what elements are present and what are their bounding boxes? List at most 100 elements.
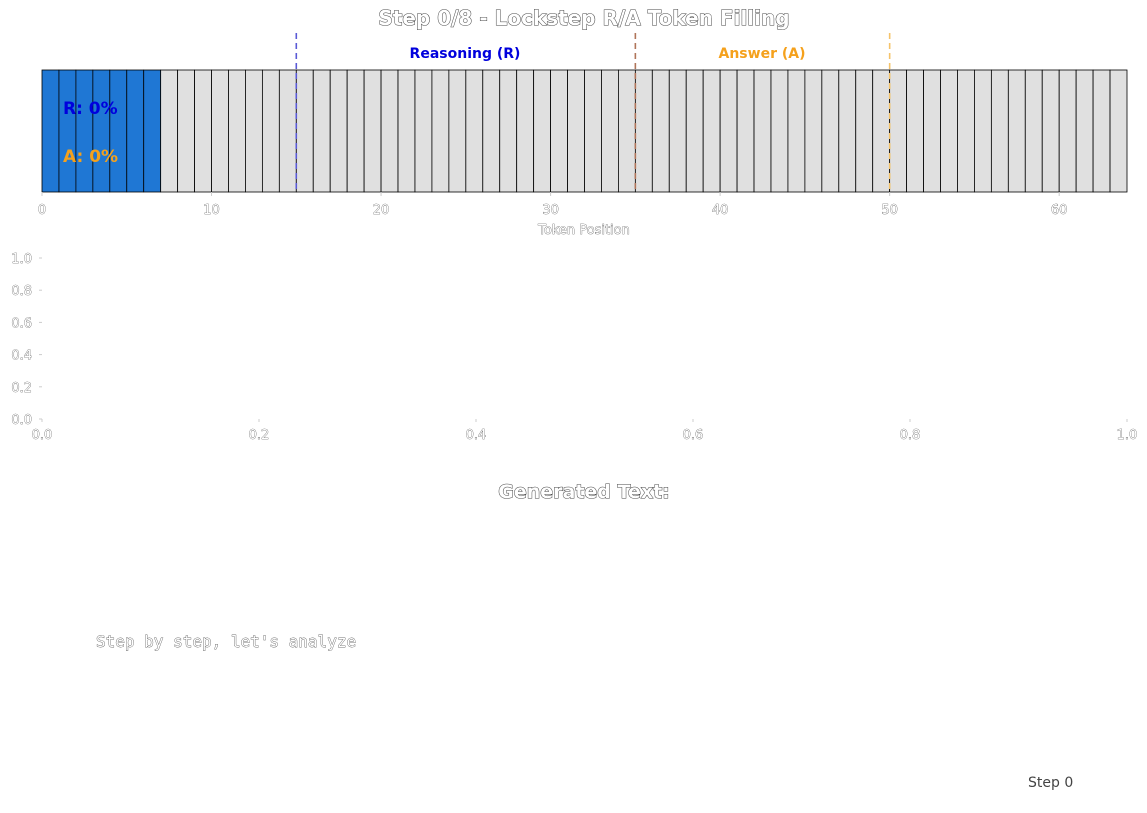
token-cell-empty bbox=[177, 69, 195, 193]
token-cell-empty bbox=[1041, 69, 1060, 193]
token-cell-empty bbox=[923, 69, 941, 193]
token-bar-panel: Reasoning (R) Answer (A) R: 0% A: 0% 0 10… bbox=[38, 33, 1128, 238]
token-cell-empty bbox=[194, 69, 212, 193]
token-cell-empty bbox=[448, 69, 467, 193]
empty-y-tick-label: 1.0 bbox=[11, 252, 32, 267]
token-cell-empty bbox=[363, 69, 382, 193]
token-cell-empty bbox=[380, 69, 399, 193]
empty-x-tick-label: 0.6 bbox=[683, 428, 704, 443]
token-cell-filled bbox=[58, 69, 77, 193]
token-cell-empty bbox=[1075, 69, 1094, 193]
empty-y-tick-label: 0.4 bbox=[11, 349, 32, 364]
empty-axes-panel: 0.0 0.2 0.4 0.6 0.8 1.0 0.0 0.2 0.4 0.6 0.8 1.0 bbox=[11, 252, 1138, 444]
token-cell-empty bbox=[584, 69, 602, 193]
token-cell-empty bbox=[567, 69, 585, 193]
token-cell-empty bbox=[1058, 69, 1077, 193]
token-cell-empty bbox=[329, 69, 348, 193]
token-cell-empty bbox=[499, 69, 518, 193]
token-cell-empty bbox=[990, 69, 1009, 193]
token-cell-empty bbox=[211, 69, 229, 193]
reasoning-region-label: Reasoning (R) bbox=[410, 46, 521, 62]
region-markers bbox=[295, 33, 891, 192]
empty-x-axis-ticks: 0.0 0.2 0.4 0.6 0.8 1.0 bbox=[31, 419, 1138, 443]
token-cell-empty bbox=[533, 69, 551, 193]
token-cell-filled bbox=[109, 69, 128, 193]
generated-text-title: Generated Text: bbox=[498, 481, 670, 503]
figure-title: Step 0/8 - Lockstep R/A Token Filling bbox=[378, 6, 789, 30]
token-x-axis-ticks: 0 10 20 30 40 50 60 bbox=[38, 192, 1068, 218]
token-cell-empty bbox=[668, 69, 687, 193]
empty-y-tick-label: 0.8 bbox=[11, 284, 32, 299]
token-cell-empty bbox=[278, 69, 297, 193]
token-cell-filled bbox=[41, 69, 60, 193]
empty-x-tick-label: 1.0 bbox=[1117, 428, 1138, 443]
token-cell-empty bbox=[736, 69, 755, 193]
token-cell-empty bbox=[906, 69, 924, 193]
token-cells bbox=[41, 69, 1128, 193]
token-cell-empty bbox=[312, 69, 331, 193]
answer-progress-label: A: 0% bbox=[63, 147, 118, 167]
token-cell-empty bbox=[770, 69, 789, 193]
token-x-tick-label: 0 bbox=[38, 203, 46, 218]
empty-y-tick-label: 0.6 bbox=[11, 316, 32, 331]
token-cell-empty bbox=[295, 69, 314, 193]
token-x-tick-label: 20 bbox=[373, 203, 390, 218]
empty-y-axis-ticks: 0.0 0.2 0.4 0.6 0.8 1.0 bbox=[11, 252, 42, 428]
token-cell-empty bbox=[160, 69, 179, 193]
token-cell-empty bbox=[601, 69, 619, 193]
empty-x-tick-label: 0.4 bbox=[466, 428, 487, 443]
token-cell-empty bbox=[516, 69, 535, 193]
token-cell-empty bbox=[346, 69, 365, 193]
token-cell-empty bbox=[431, 69, 450, 193]
token-x-axis-label: Token Position bbox=[537, 223, 630, 238]
token-cell-empty bbox=[465, 69, 484, 193]
token-cell-filled bbox=[92, 69, 111, 193]
empty-x-tick-label: 0.8 bbox=[900, 428, 921, 443]
empty-x-tick-label: 0.0 bbox=[32, 428, 53, 443]
token-cell-empty bbox=[651, 69, 670, 193]
token-cell-empty bbox=[1024, 69, 1043, 193]
token-cell-empty bbox=[753, 69, 772, 193]
token-cell-empty bbox=[618, 69, 636, 193]
token-cell-empty bbox=[414, 69, 433, 193]
token-cell-empty bbox=[482, 69, 501, 193]
reasoning-progress-label: R: 0% bbox=[63, 99, 118, 119]
token-cell-empty bbox=[821, 69, 840, 193]
token-cell-empty bbox=[940, 69, 958, 193]
token-cell-empty bbox=[1007, 69, 1026, 193]
token-cell-empty bbox=[787, 69, 806, 193]
token-cell-empty bbox=[855, 69, 874, 193]
token-cell-empty bbox=[838, 69, 857, 193]
token-cell-empty bbox=[397, 69, 416, 193]
token-cell-filled bbox=[143, 69, 162, 193]
empty-y-tick-label: 0.0 bbox=[11, 413, 32, 428]
step-label: Step 0 bbox=[1028, 775, 1073, 791]
token-x-tick-label: 30 bbox=[542, 203, 559, 218]
token-cell-empty bbox=[804, 69, 823, 193]
generated-text-panel: Generated Text: Step by step, let's anal… bbox=[96, 481, 1074, 792]
token-cell-empty bbox=[1092, 69, 1111, 193]
token-cell-filled bbox=[126, 69, 145, 193]
token-cell-empty bbox=[719, 69, 738, 193]
token-cell-empty bbox=[1109, 69, 1128, 193]
token-cell-empty bbox=[872, 69, 891, 193]
answer-region-label: Answer (A) bbox=[719, 46, 806, 62]
token-cell-empty bbox=[974, 69, 992, 193]
token-x-tick-label: 60 bbox=[1051, 203, 1068, 218]
empty-x-tick-label: 0.2 bbox=[249, 428, 270, 443]
token-cell-empty bbox=[685, 69, 704, 193]
token-cell-empty bbox=[261, 69, 280, 193]
token-cell-empty bbox=[228, 69, 246, 193]
token-x-tick-label: 50 bbox=[881, 203, 898, 218]
token-cell-empty bbox=[634, 69, 653, 193]
token-cell-empty bbox=[702, 69, 721, 193]
token-cell-empty bbox=[245, 69, 263, 193]
token-cell-empty bbox=[889, 69, 908, 193]
token-cell-empty bbox=[957, 69, 975, 193]
token-cell-empty bbox=[550, 69, 568, 193]
empty-y-tick-label: 0.2 bbox=[11, 381, 32, 396]
generated-text-body: Step by step, let's analyze bbox=[96, 632, 356, 651]
token-cell-filled bbox=[75, 69, 94, 193]
token-x-tick-label: 10 bbox=[203, 203, 220, 218]
